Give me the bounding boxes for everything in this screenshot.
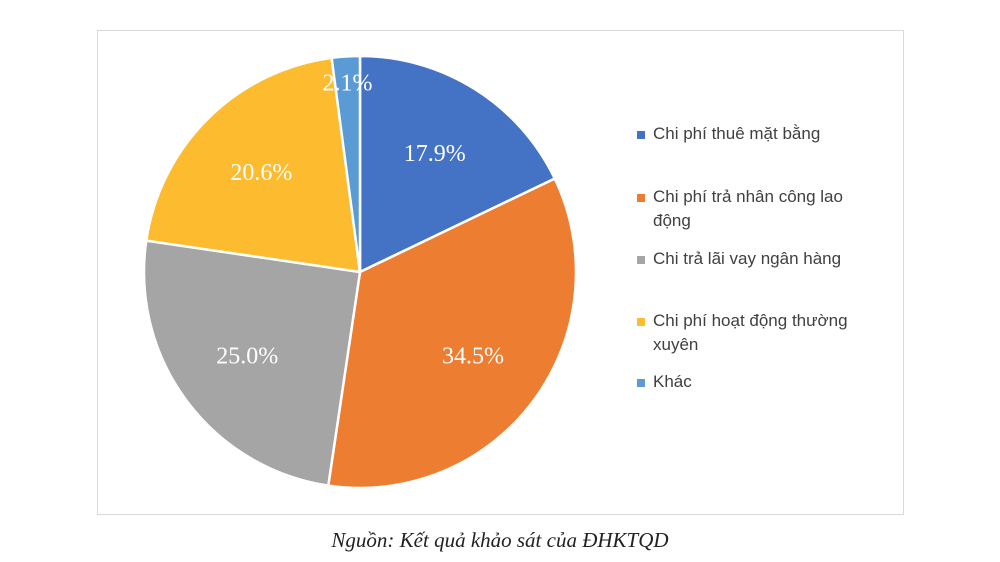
legend-label: Chi phí thuê mặt bằng bbox=[653, 124, 821, 143]
legend-label: Chi trả lãi vay ngân hàng bbox=[653, 249, 842, 268]
legend-label: Chi phí trả nhân công lao động bbox=[653, 187, 843, 230]
pie-slice bbox=[330, 54, 362, 273]
pie-slice bbox=[142, 239, 362, 488]
source-caption: Nguồn: Kết quả khảo sát của ĐHKTQD bbox=[331, 528, 669, 552]
legend-item: Chi phí trả nhân công lao động bbox=[637, 185, 843, 233]
pie-slice bbox=[326, 176, 578, 490]
legend-swatch bbox=[637, 131, 645, 139]
legend-label: Khác bbox=[653, 372, 692, 391]
legend-label: Chi phí hoạt động thường xuyên bbox=[653, 311, 848, 354]
chart-frame bbox=[97, 30, 904, 515]
legend-item: Chi phí thuê mặt bằng bbox=[637, 122, 820, 146]
legend-swatch bbox=[637, 379, 645, 387]
legend-swatch bbox=[637, 256, 645, 264]
legend-swatch bbox=[637, 318, 645, 326]
data-label: 34.5% bbox=[442, 343, 504, 369]
data-label: 20.6% bbox=[230, 160, 292, 186]
legend-swatch bbox=[637, 194, 645, 202]
legend-item: Chi trả lãi vay ngân hàng bbox=[637, 247, 841, 271]
pie-slice bbox=[144, 56, 362, 274]
data-label: 25.0% bbox=[216, 344, 278, 370]
pie-slice bbox=[358, 54, 557, 274]
legend-item: Khác bbox=[637, 370, 692, 394]
data-label: 17.9% bbox=[404, 141, 466, 167]
data-label: 2.1% bbox=[322, 70, 372, 96]
legend-item: Chi phí hoạt động thường xuyên bbox=[637, 309, 848, 357]
